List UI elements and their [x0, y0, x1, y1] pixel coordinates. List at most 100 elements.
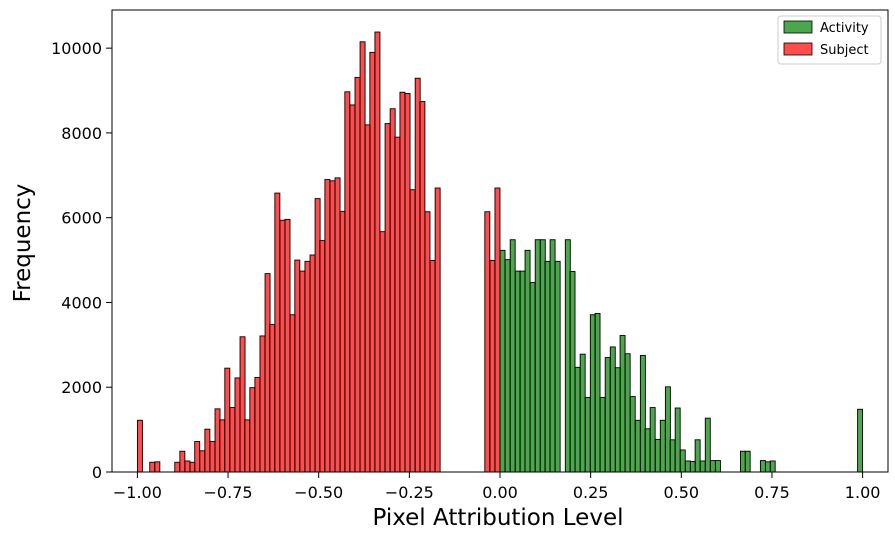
bar-subject-7	[194, 441, 201, 473]
bar-subject-18	[249, 387, 256, 473]
bar-subject-56	[494, 187, 501, 473]
bar-subject-37	[344, 91, 351, 473]
bar-subject-49	[404, 93, 411, 473]
bar-activity-27	[634, 419, 641, 473]
bar-subject-44	[379, 231, 386, 473]
bar-activity-48	[740, 450, 746, 473]
bar-subject-0	[136, 419, 143, 473]
bar-subject-4	[179, 450, 186, 473]
bar-subject-2	[154, 461, 161, 473]
bar-activity-2	[509, 239, 516, 473]
bar-activity-40	[699, 460, 706, 473]
bar-subject-46	[389, 108, 396, 473]
bar-activity-26	[629, 396, 636, 473]
bar-subject-6	[189, 461, 196, 473]
bar-subject-41	[364, 124, 371, 473]
bar-activity-42	[709, 460, 716, 473]
bar-activity-3	[514, 270, 521, 473]
bar-activity-0	[499, 249, 506, 473]
bar-activity-25	[624, 353, 631, 473]
bar-subject-48	[399, 91, 406, 473]
bar-subject-34	[329, 180, 336, 473]
bar-subject-9	[204, 428, 211, 473]
legend-swatch-subject	[783, 42, 813, 56]
bar-subject-39	[354, 76, 361, 473]
bar-subject-17	[244, 419, 251, 473]
bar-subject-19	[254, 377, 261, 473]
bar-subject-50	[409, 189, 416, 473]
y-axis-ticks: 0 2000 4000 6000 8000 10000	[51, 39, 112, 482]
bar-subject-23	[274, 192, 281, 473]
x-axis-ticks: −1.00 −0.75 −0.50 −0.25 0.00 0.25 0.50 0.75 1.00	[113, 472, 880, 502]
bar-subject-16	[239, 336, 246, 473]
bar-activity-49	[744, 450, 751, 473]
bar-subject-27	[294, 259, 301, 473]
bar-activity-33	[664, 386, 671, 473]
x-tick-label: 0.25	[573, 483, 609, 502]
bar-activity-36	[679, 449, 686, 473]
bar-subject-52	[419, 101, 426, 473]
bar-activity-53	[765, 461, 771, 473]
bar-subject-1	[149, 461, 156, 473]
bar-subject-51	[414, 77, 421, 473]
bar-activity-20	[599, 396, 606, 473]
bar-subject-14	[229, 407, 236, 473]
bar-subject-21	[264, 273, 271, 473]
legend-label-activity: Activity	[820, 21, 869, 36]
bar-subject-36	[339, 210, 346, 473]
bar-subject-38	[349, 104, 356, 473]
bar-activity-29	[644, 428, 651, 473]
legend: Activity Subject	[777, 15, 882, 65]
bar-activity-35	[674, 407, 681, 473]
bar-subject-32	[319, 240, 326, 473]
bar-subject-13	[224, 367, 231, 473]
bar-activity-14	[569, 271, 576, 473]
bar-subject-12	[219, 419, 226, 473]
bar-subject-10	[209, 441, 216, 473]
bar-subject-42	[369, 51, 376, 473]
x-tick-label: 0.00	[482, 483, 518, 502]
bar-subject-28	[299, 270, 306, 473]
y-tick-label: 10000	[51, 39, 102, 58]
bar-activity-38	[689, 460, 696, 473]
bar-activity-9	[544, 260, 551, 473]
y-tick-label: 6000	[61, 209, 102, 228]
bar-activity-71	[857, 408, 864, 473]
bar-activity-28	[639, 354, 646, 473]
bar-activity-43	[714, 460, 721, 473]
bar-activity-13	[564, 239, 571, 473]
bar-activity-16	[579, 353, 586, 473]
y-tick-label: 0	[92, 463, 102, 482]
bar-activity-17	[584, 396, 591, 473]
y-tick-label: 8000	[61, 124, 102, 143]
legend-label-subject: Subject	[820, 43, 869, 58]
bar-subject-24	[279, 219, 286, 473]
bar-activity-24	[619, 335, 626, 473]
legend-swatch-activity	[783, 20, 813, 34]
bar-activity-39	[694, 439, 701, 473]
bar-subject-29	[304, 260, 311, 473]
bar-activity-1	[504, 259, 511, 473]
bar-activity-52	[759, 460, 766, 473]
bar-subject-30	[309, 254, 316, 473]
bar-activity-23	[614, 367, 621, 473]
bar-subject-11	[214, 408, 221, 473]
x-tick-label: 0.75	[754, 483, 790, 502]
bar-activity-8	[539, 239, 546, 473]
bar-subject-43	[374, 31, 381, 473]
bar-activity-31	[654, 438, 661, 473]
bar-activity-19	[594, 313, 601, 473]
bar-subject-55	[434, 187, 441, 473]
bar-subject-8	[199, 450, 206, 473]
x-axis-label: Pixel Attribution Level	[373, 505, 624, 531]
x-tick-label: −0.50	[294, 483, 343, 502]
bar-activity-5	[524, 249, 531, 473]
bar-subject-53	[424, 211, 431, 473]
bar-activity-4	[519, 270, 526, 473]
bar-subject-22	[269, 324, 276, 473]
bar-activity-6	[529, 282, 536, 473]
x-tick-label: 0.50	[663, 483, 699, 502]
bar-subject-57	[489, 260, 496, 473]
bar-subject-20	[259, 335, 266, 473]
bar-activity-11	[554, 260, 561, 473]
